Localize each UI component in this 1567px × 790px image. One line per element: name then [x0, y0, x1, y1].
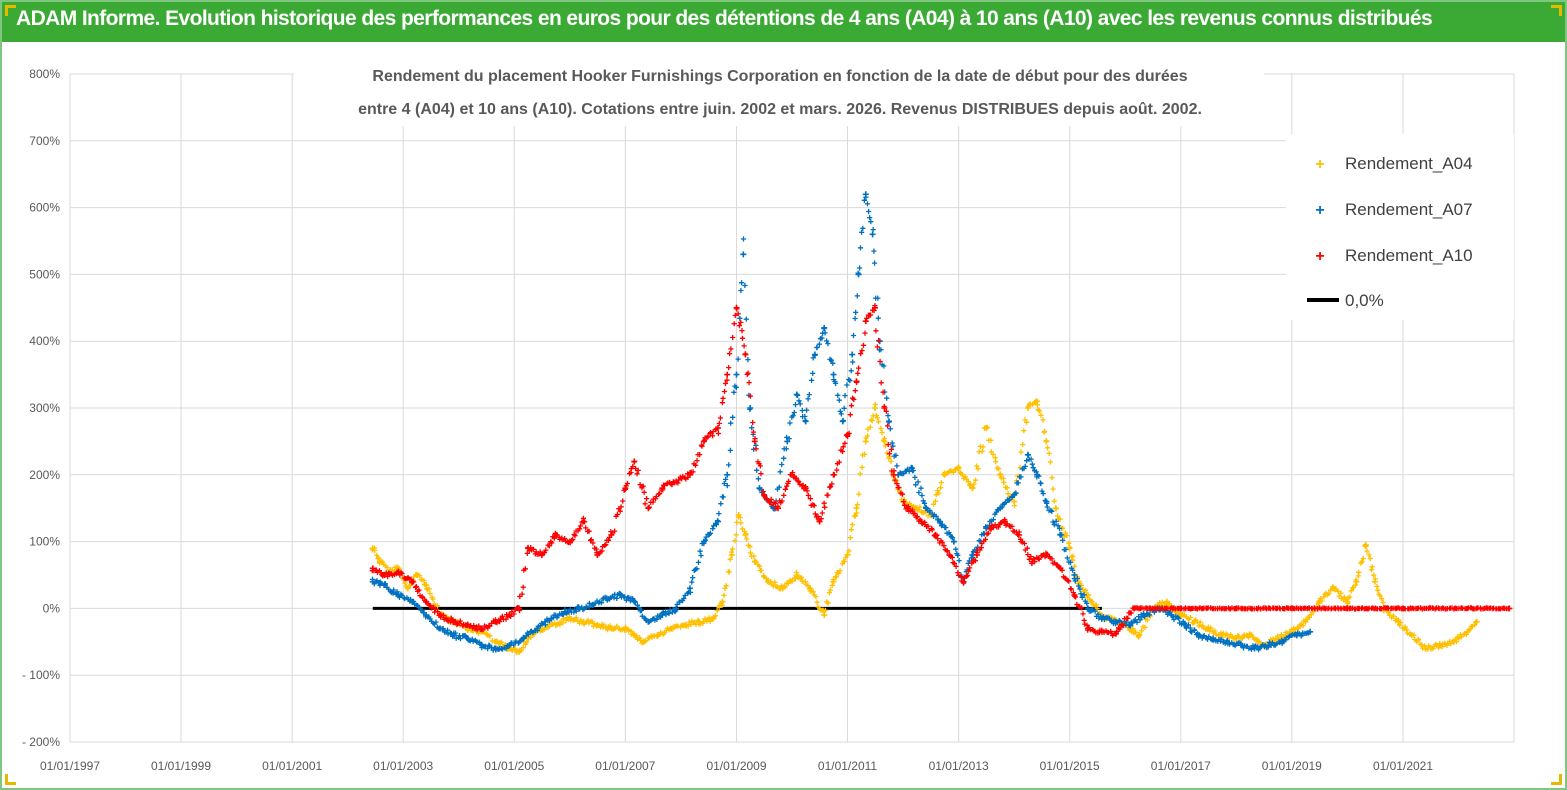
marker-cloud — [369, 194, 1312, 653]
x-tick-label: 01/01/2009 — [706, 759, 766, 773]
data-point — [724, 371, 731, 378]
legend-item-a07: + Rendement_A07 — [1315, 200, 1472, 219]
x-tick-label: 01/01/2001 — [262, 759, 322, 773]
y-tick-label: 500% — [29, 267, 60, 281]
data-point — [869, 231, 876, 238]
x-axis-ticks: 01/01/1997 01/01/1999 01/01/2001 01/01/2003… — [40, 759, 1433, 773]
data-point — [853, 505, 860, 512]
y-tick-label: 800% — [29, 67, 60, 81]
page-title: ADAM Informe. Evolution historique des p… — [16, 7, 1433, 30]
x-tick-label: 01/01/2019 — [1262, 759, 1322, 773]
y-tick-label: 200% — [29, 468, 60, 482]
x-tick-label: 01/01/2005 — [484, 759, 544, 773]
legend-background — [1286, 134, 1514, 320]
scatter-chart: - 200% - 100% 0% 100% 200% 300% 400% 500% 600% 70… — [22, 60, 1515, 773]
legend-label-a04: Rendement_A04 — [1345, 154, 1473, 173]
data-point — [849, 351, 856, 358]
legend-marker-a04: + — [1315, 156, 1324, 173]
legend-marker-a07: + — [1315, 202, 1324, 219]
x-tick-label: 01/01/1997 — [40, 759, 100, 773]
data-point — [733, 371, 740, 378]
x-tick-label: 01/01/2015 — [1040, 759, 1100, 773]
legend-label-a07: Rendement_A07 — [1345, 200, 1473, 219]
series-rendement-a10 — [369, 303, 1513, 639]
corner-marker-top-right — [1551, 5, 1562, 16]
chart-subtitle-line-1: Rendement du placement Hooker Furnishing… — [372, 68, 1187, 85]
corner-marker-top-left — [5, 5, 16, 16]
x-tick-label: 01/01/2007 — [595, 759, 655, 773]
title-banner: ADAM Informe. Evolution historique des p… — [2, 2, 1565, 42]
data-point — [876, 338, 883, 345]
y-tick-label: - 100% — [22, 668, 60, 682]
y-tick-label: 0% — [43, 601, 61, 615]
y-tick-label: 400% — [29, 334, 60, 348]
data-point — [830, 371, 837, 378]
data-point — [1473, 618, 1480, 625]
x-tick-label: 01/01/2021 — [1373, 759, 1433, 773]
legend-item-zero: 0,0% — [1307, 291, 1384, 310]
x-tick-label: 01/01/1999 — [151, 759, 211, 773]
y-tick-label: 600% — [29, 201, 60, 215]
corner-marker-bottom-left — [5, 774, 16, 785]
data-point — [724, 471, 731, 478]
corner-marker-bottom-right — [1551, 774, 1562, 785]
y-axis-ticks: - 200% - 100% 0% 100% 200% 300% 400% 500% 600% 70… — [22, 67, 60, 749]
legend-label-a10: Rendement_A10 — [1345, 246, 1473, 265]
marker-cloud — [369, 303, 1511, 639]
x-tick-label: 01/01/2003 — [373, 759, 433, 773]
data-point — [740, 251, 747, 258]
series-rendement-a07 — [369, 191, 1314, 653]
x-tick-label: 01/01/2017 — [1151, 759, 1211, 773]
legend-label-zero: 0,0% — [1345, 291, 1384, 310]
chart-subtitle-line-2: entre 4 (A04) et 10 ans (A10). Cotations… — [358, 101, 1202, 118]
x-tick-label: 01/01/2011 — [818, 759, 877, 773]
x-tick-label: 01/01/2013 — [929, 759, 989, 773]
y-tick-label: - 200% — [22, 735, 60, 749]
y-tick-label: 300% — [29, 401, 60, 415]
data-series — [369, 191, 1513, 655]
legend-marker-a10: + — [1315, 248, 1324, 265]
chart-subtitle: Rendement du placement Hooker Furnishing… — [294, 60, 1264, 126]
legend: + Rendement_A04 + Rendement_A07 + Rendem… — [1286, 134, 1514, 320]
y-tick-label: 100% — [29, 535, 60, 549]
legend-item-a04: + Rendement_A04 — [1315, 154, 1472, 173]
legend-item-a10: + Rendement_A10 — [1315, 246, 1472, 265]
y-tick-label: 700% — [29, 134, 60, 148]
chart-subtitle-background — [294, 60, 1264, 126]
